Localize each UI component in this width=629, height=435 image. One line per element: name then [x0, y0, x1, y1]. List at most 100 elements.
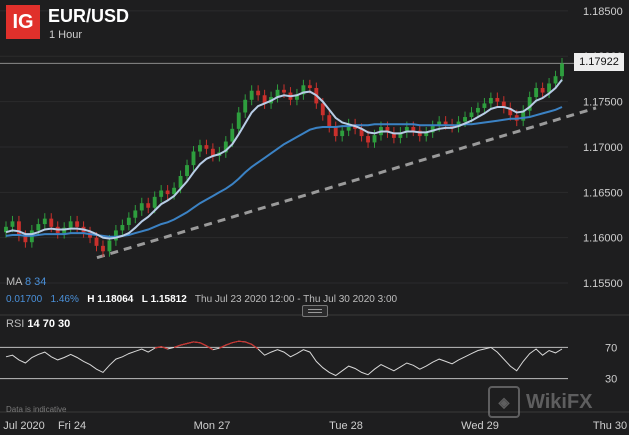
candle-body: [223, 141, 228, 153]
candle-body: [560, 63, 564, 77]
rsi-tick-label: 30: [605, 374, 617, 386]
grid: [0, 10, 629, 413]
candle-body: [340, 130, 345, 137]
time-tick-label: Wed 29: [461, 420, 499, 432]
rsi-period: 14: [27, 318, 40, 330]
date-range: Thu Jul 23 2020 12:00 - Thu Jul 30 2020 …: [194, 294, 398, 305]
candle-body: [391, 132, 396, 138]
rsi-line: [5, 340, 563, 377]
rsi-overbought-segment: [173, 344, 181, 348]
watermark-text: WikiFX: [526, 390, 593, 413]
low-value: 1.15812: [150, 294, 187, 305]
candle-body: [198, 145, 202, 152]
candle-body: [113, 230, 118, 241]
rsi-overbought-segment: [180, 342, 188, 346]
timeframe-label[interactable]: 1 Hour: [49, 29, 83, 41]
time-tick-label: Tue 28: [329, 420, 363, 432]
candle-body: [282, 89, 286, 93]
ma-label: MA: [6, 276, 22, 288]
low-label: L: [141, 294, 148, 305]
candle-body: [275, 89, 280, 98]
candle-body: [437, 121, 442, 127]
candle-body: [101, 245, 105, 252]
candle-body: [346, 124, 351, 131]
candle-body: [146, 203, 151, 208]
rsi-overbought-segment: [193, 341, 201, 344]
ma-34-line: [5, 106, 563, 238]
candle-body: [256, 90, 261, 96]
time-tick-label: Mon 27: [194, 420, 231, 432]
high-label: H: [87, 294, 95, 305]
time-tick-label: Thu 30: [593, 420, 627, 432]
candle-body: [185, 165, 189, 176]
candle-body: [443, 121, 448, 125]
candle-body: [210, 148, 215, 157]
time-axis: Jul 2020 Fri 24 Mon 27 Tue 28 Wed 29 Thu 30: [3, 420, 627, 432]
stats-row: 0.01700 1.46% H 1.18064 L 1.15812 Thu Ju…: [6, 294, 397, 305]
candle-body: [398, 132, 403, 138]
candle-body: [527, 97, 532, 111]
panel-resize-handle[interactable]: [302, 305, 328, 317]
candle-body: [469, 112, 474, 118]
candle-body: [553, 76, 558, 84]
watermark: ◈ WikiFX: [488, 386, 593, 418]
trendline: [96, 106, 597, 260]
rsi-overbought-segment: [232, 340, 239, 344]
candle-body: [75, 221, 80, 227]
candle-body: [165, 190, 170, 195]
candle-body: [243, 99, 248, 113]
candle-body: [366, 136, 370, 143]
rsi-overbought-segment: [160, 346, 168, 350]
candle-body: [294, 94, 299, 100]
candle-body: [327, 115, 332, 128]
price-tick-label: 1.15500: [583, 278, 623, 290]
moving-averages: [5, 79, 563, 240]
ma-8-line: [5, 79, 563, 240]
change-value: 0.01700: [6, 294, 43, 305]
candle-body: [411, 127, 416, 131]
time-tick-label: Jul 2020: [3, 420, 45, 432]
candle-body: [16, 221, 21, 236]
candle-body: [262, 95, 267, 104]
candle-body: [172, 187, 177, 195]
candle-body: [476, 107, 480, 113]
ma-legend[interactable]: MA 8 34: [6, 276, 46, 288]
price-tick-label: 1.18500: [583, 6, 623, 18]
candle-body: [126, 217, 131, 225]
rsi-overbought-segment: [238, 340, 246, 343]
candle-body: [152, 196, 157, 208]
candles: [4, 58, 564, 257]
candle-body: [139, 203, 144, 211]
candle-body: [333, 127, 338, 137]
time-tick-label: Fri 24: [58, 420, 86, 432]
candle-body: [463, 117, 467, 122]
rsi-overbought-segment: [199, 342, 207, 347]
candle-body: [36, 224, 41, 231]
candle-body: [68, 221, 73, 228]
candle-body: [385, 127, 390, 133]
candle-body: [236, 112, 241, 129]
rsi-overbought-segment: [154, 346, 162, 349]
change-percent: 1.46%: [50, 294, 79, 305]
candle-body: [488, 97, 493, 104]
price-tick-label: 1.16000: [583, 233, 623, 245]
disclaimer: Data is indicative: [6, 405, 67, 414]
candle-body: [178, 175, 183, 188]
candle-body: [230, 128, 235, 142]
candle-body: [133, 210, 138, 218]
candle-body: [534, 87, 539, 98]
candle-body: [359, 128, 364, 137]
price-tick-label: 1.16500: [583, 187, 623, 199]
current-price-badge: 1.17922: [574, 53, 624, 71]
candle-body: [404, 127, 409, 133]
rsi-legend[interactable]: RSI 14 70 30: [6, 318, 70, 330]
candle-body: [204, 145, 209, 149]
rsi-overbought-segment: [219, 344, 227, 349]
rsi-overbought-segment: [251, 343, 259, 350]
candle-body: [508, 107, 513, 116]
price-axis: 1.185001.180001.175001.170001.165001.160…: [583, 6, 623, 290]
rsi-lower: 30: [58, 318, 71, 330]
ma-fast-period: 8: [24, 276, 32, 288]
rsi-panel: 70 30: [0, 340, 617, 386]
